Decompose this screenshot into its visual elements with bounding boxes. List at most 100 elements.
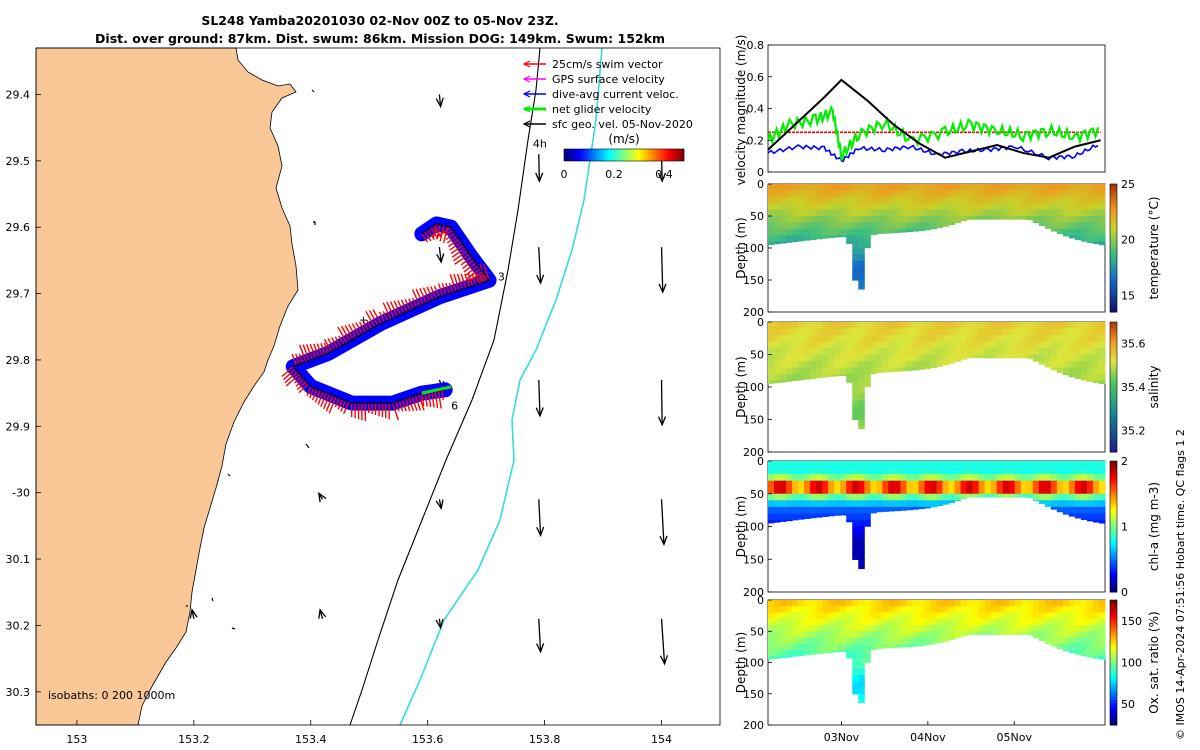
section-cell [858,681,865,688]
section-cell [1014,461,1022,469]
section-cell [924,506,931,509]
swim-vector [348,324,357,338]
section-cell [846,241,853,244]
map-annotation: 3 [498,270,505,283]
section-cell [1014,631,1022,635]
section-colorbar-cell [1110,206,1117,211]
swim-vector [391,402,400,421]
section-cell [978,600,986,607]
section-cell [828,361,835,368]
colorbar-cell [638,149,641,161]
section-cell [780,506,787,514]
section-cell [852,374,859,381]
section-cell [972,487,980,495]
section-cell [882,335,889,342]
section-colorbar-cell [1110,510,1117,514]
section-cell [852,419,859,421]
section-colorbar-cell [1110,562,1117,567]
section-cell [912,631,919,638]
colorbar-label: (m/s) [608,132,639,146]
section-cell [804,184,811,191]
section-cell [1062,328,1070,336]
section-cell [768,354,775,362]
section-cell [846,513,853,521]
section-cell [858,487,865,495]
colorbar-cell [570,149,573,161]
section-cell [900,341,907,349]
section-cell [930,348,937,355]
section-cell [840,216,847,223]
section-colorbar-cell [1110,341,1117,346]
section-cell [822,228,829,236]
section-cell [768,513,775,521]
section-cell [804,600,811,607]
section-cell [852,184,859,191]
section-cell [852,552,859,560]
section-cell [1068,196,1076,204]
section-cell [906,643,913,648]
section-cell [960,322,968,329]
section-colorbar-tick-label: 35.2 [1121,424,1146,437]
section-cell [942,222,950,227]
section-cell [888,341,895,349]
section-cell [780,643,787,651]
section-cell [1002,196,1010,204]
isobath-1000m [399,47,603,726]
swim-vector [393,300,402,315]
section-cell [924,354,931,362]
section-cell [918,500,925,508]
section-cell [960,335,968,342]
section-cell [1098,631,1106,638]
section-cell [774,519,781,523]
section-cell [1056,222,1064,230]
section-cell [870,612,877,620]
section-cell [852,461,859,469]
section-cell [1014,203,1022,211]
section-cell [1056,190,1064,198]
section-cell [876,209,883,217]
section-cell [1032,467,1040,475]
section-cell [978,618,986,626]
swim-vector [449,241,462,251]
section-cell [918,643,925,646]
swim-vector [323,342,329,354]
section-cell [930,474,937,482]
section-cell [810,203,817,211]
section-cell [894,184,901,191]
section-cell [990,184,998,191]
section-colorbar-cell [1110,299,1117,303]
section-cell [996,600,1004,607]
section-cell [1026,216,1034,221]
section-cell [1014,335,1022,342]
section-cell [828,480,835,488]
colorbar-cell [614,149,617,161]
section-cell [954,184,962,191]
section-cell [816,203,823,211]
map-annotation: 4h [533,138,547,151]
section-cell [990,322,998,329]
section-colorbar-frame [1109,183,1118,313]
section-y-tick-label: 0 [757,316,764,329]
section-cell [858,216,865,223]
section-cell [786,367,793,375]
section-cell [966,184,974,191]
section-colorbar-cell [1110,709,1117,713]
section-cell [1008,341,1016,349]
section-cell [876,487,883,495]
section-cell [960,625,968,632]
section-cell [912,322,919,329]
section-cell [792,361,799,368]
section-cell [1098,367,1106,375]
section-cell [1050,506,1058,510]
section-cell [768,637,775,645]
section-cell [894,216,901,223]
velocity-series-line [767,78,1101,159]
section-cell [894,506,901,512]
section-cell [792,322,799,329]
section-cell [864,461,871,469]
section-cell [948,474,956,482]
section-colorbar-cell [1110,448,1117,453]
section-cell [1014,487,1022,495]
section-cell [1002,480,1010,488]
